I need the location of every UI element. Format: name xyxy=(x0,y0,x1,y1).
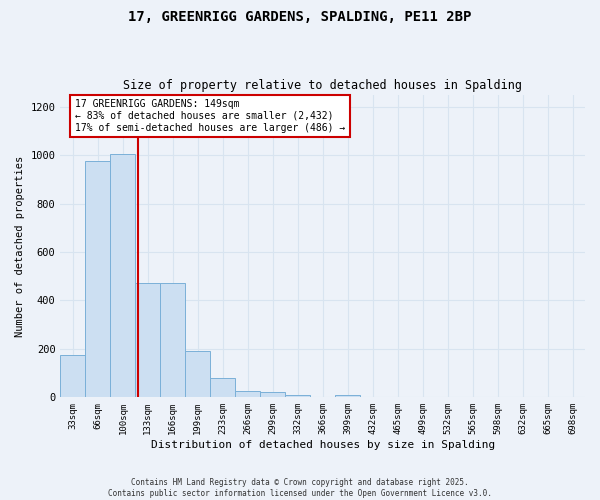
X-axis label: Distribution of detached houses by size in Spalding: Distribution of detached houses by size … xyxy=(151,440,495,450)
Bar xyxy=(61,355,85,398)
Title: Size of property relative to detached houses in Spalding: Size of property relative to detached ho… xyxy=(123,79,522,92)
Y-axis label: Number of detached properties: Number of detached properties xyxy=(15,156,25,336)
Bar xyxy=(185,352,210,398)
Text: Contains HM Land Registry data © Crown copyright and database right 2025.
Contai: Contains HM Land Registry data © Crown c… xyxy=(108,478,492,498)
Text: 17, GREENRIGG GARDENS, SPALDING, PE11 2BP: 17, GREENRIGG GARDENS, SPALDING, PE11 2B… xyxy=(128,10,472,24)
Bar xyxy=(136,284,160,398)
Bar xyxy=(260,392,285,398)
Bar xyxy=(110,154,136,398)
Bar xyxy=(210,378,235,398)
Bar xyxy=(335,395,360,398)
Text: 17 GREENRIGG GARDENS: 149sqm
← 83% of detached houses are smaller (2,432)
17% of: 17 GREENRIGG GARDENS: 149sqm ← 83% of de… xyxy=(75,100,345,132)
Bar xyxy=(85,161,110,398)
Bar xyxy=(235,392,260,398)
Bar xyxy=(160,284,185,398)
Bar xyxy=(285,395,310,398)
